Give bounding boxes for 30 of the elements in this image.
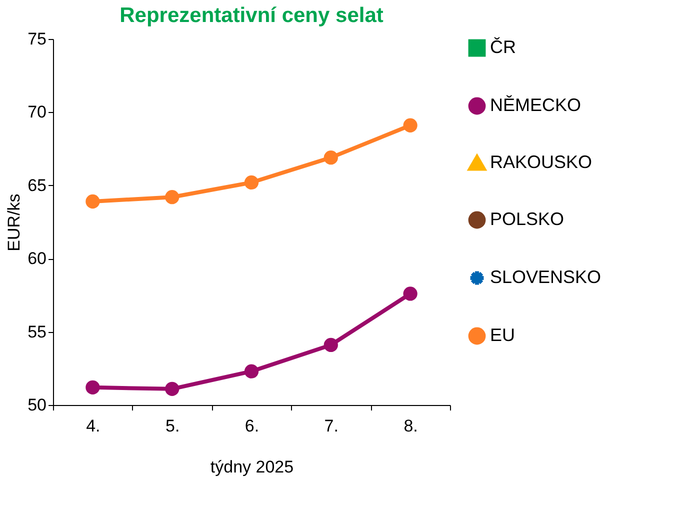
- legend-label: RAKOUSKO: [490, 152, 592, 172]
- legend-label: NĚMECKO: [490, 95, 582, 115]
- y-tick-label: 60: [28, 249, 46, 268]
- x-tick-label: 5.: [166, 416, 180, 436]
- x-tick-label: 8.: [404, 416, 418, 436]
- y-tick-label: 70: [28, 102, 46, 122]
- legend-label: SLOVENSKO: [490, 267, 602, 287]
- point: [86, 380, 100, 394]
- point: [403, 286, 418, 301]
- point: [165, 190, 180, 204]
- y-tick-label: 55: [28, 322, 46, 342]
- point: [244, 364, 259, 378]
- point: [324, 338, 338, 352]
- point: [324, 150, 338, 165]
- y-axis-title: EUR/ks: [4, 194, 24, 252]
- point: [165, 382, 180, 396]
- x-tick-label: 6.: [244, 416, 260, 436]
- x-axis-title: týdny 2025: [210, 458, 294, 476]
- point: [86, 194, 100, 209]
- legend-label: EU: [490, 325, 516, 345]
- legend-label: POLSKO: [490, 209, 564, 229]
- chart-title: Reprezentativní ceny selat: [120, 4, 384, 27]
- legend-label: ČR: [490, 37, 516, 57]
- point: [403, 118, 418, 132]
- y-tick-label: 50: [28, 396, 46, 414]
- point: [244, 175, 259, 190]
- y-tick-label: 75: [28, 30, 46, 48]
- x-tick-label: 4.: [86, 416, 100, 436]
- y-tick-label: 65: [28, 176, 46, 195]
- x-tick-label: 7.: [324, 416, 338, 436]
